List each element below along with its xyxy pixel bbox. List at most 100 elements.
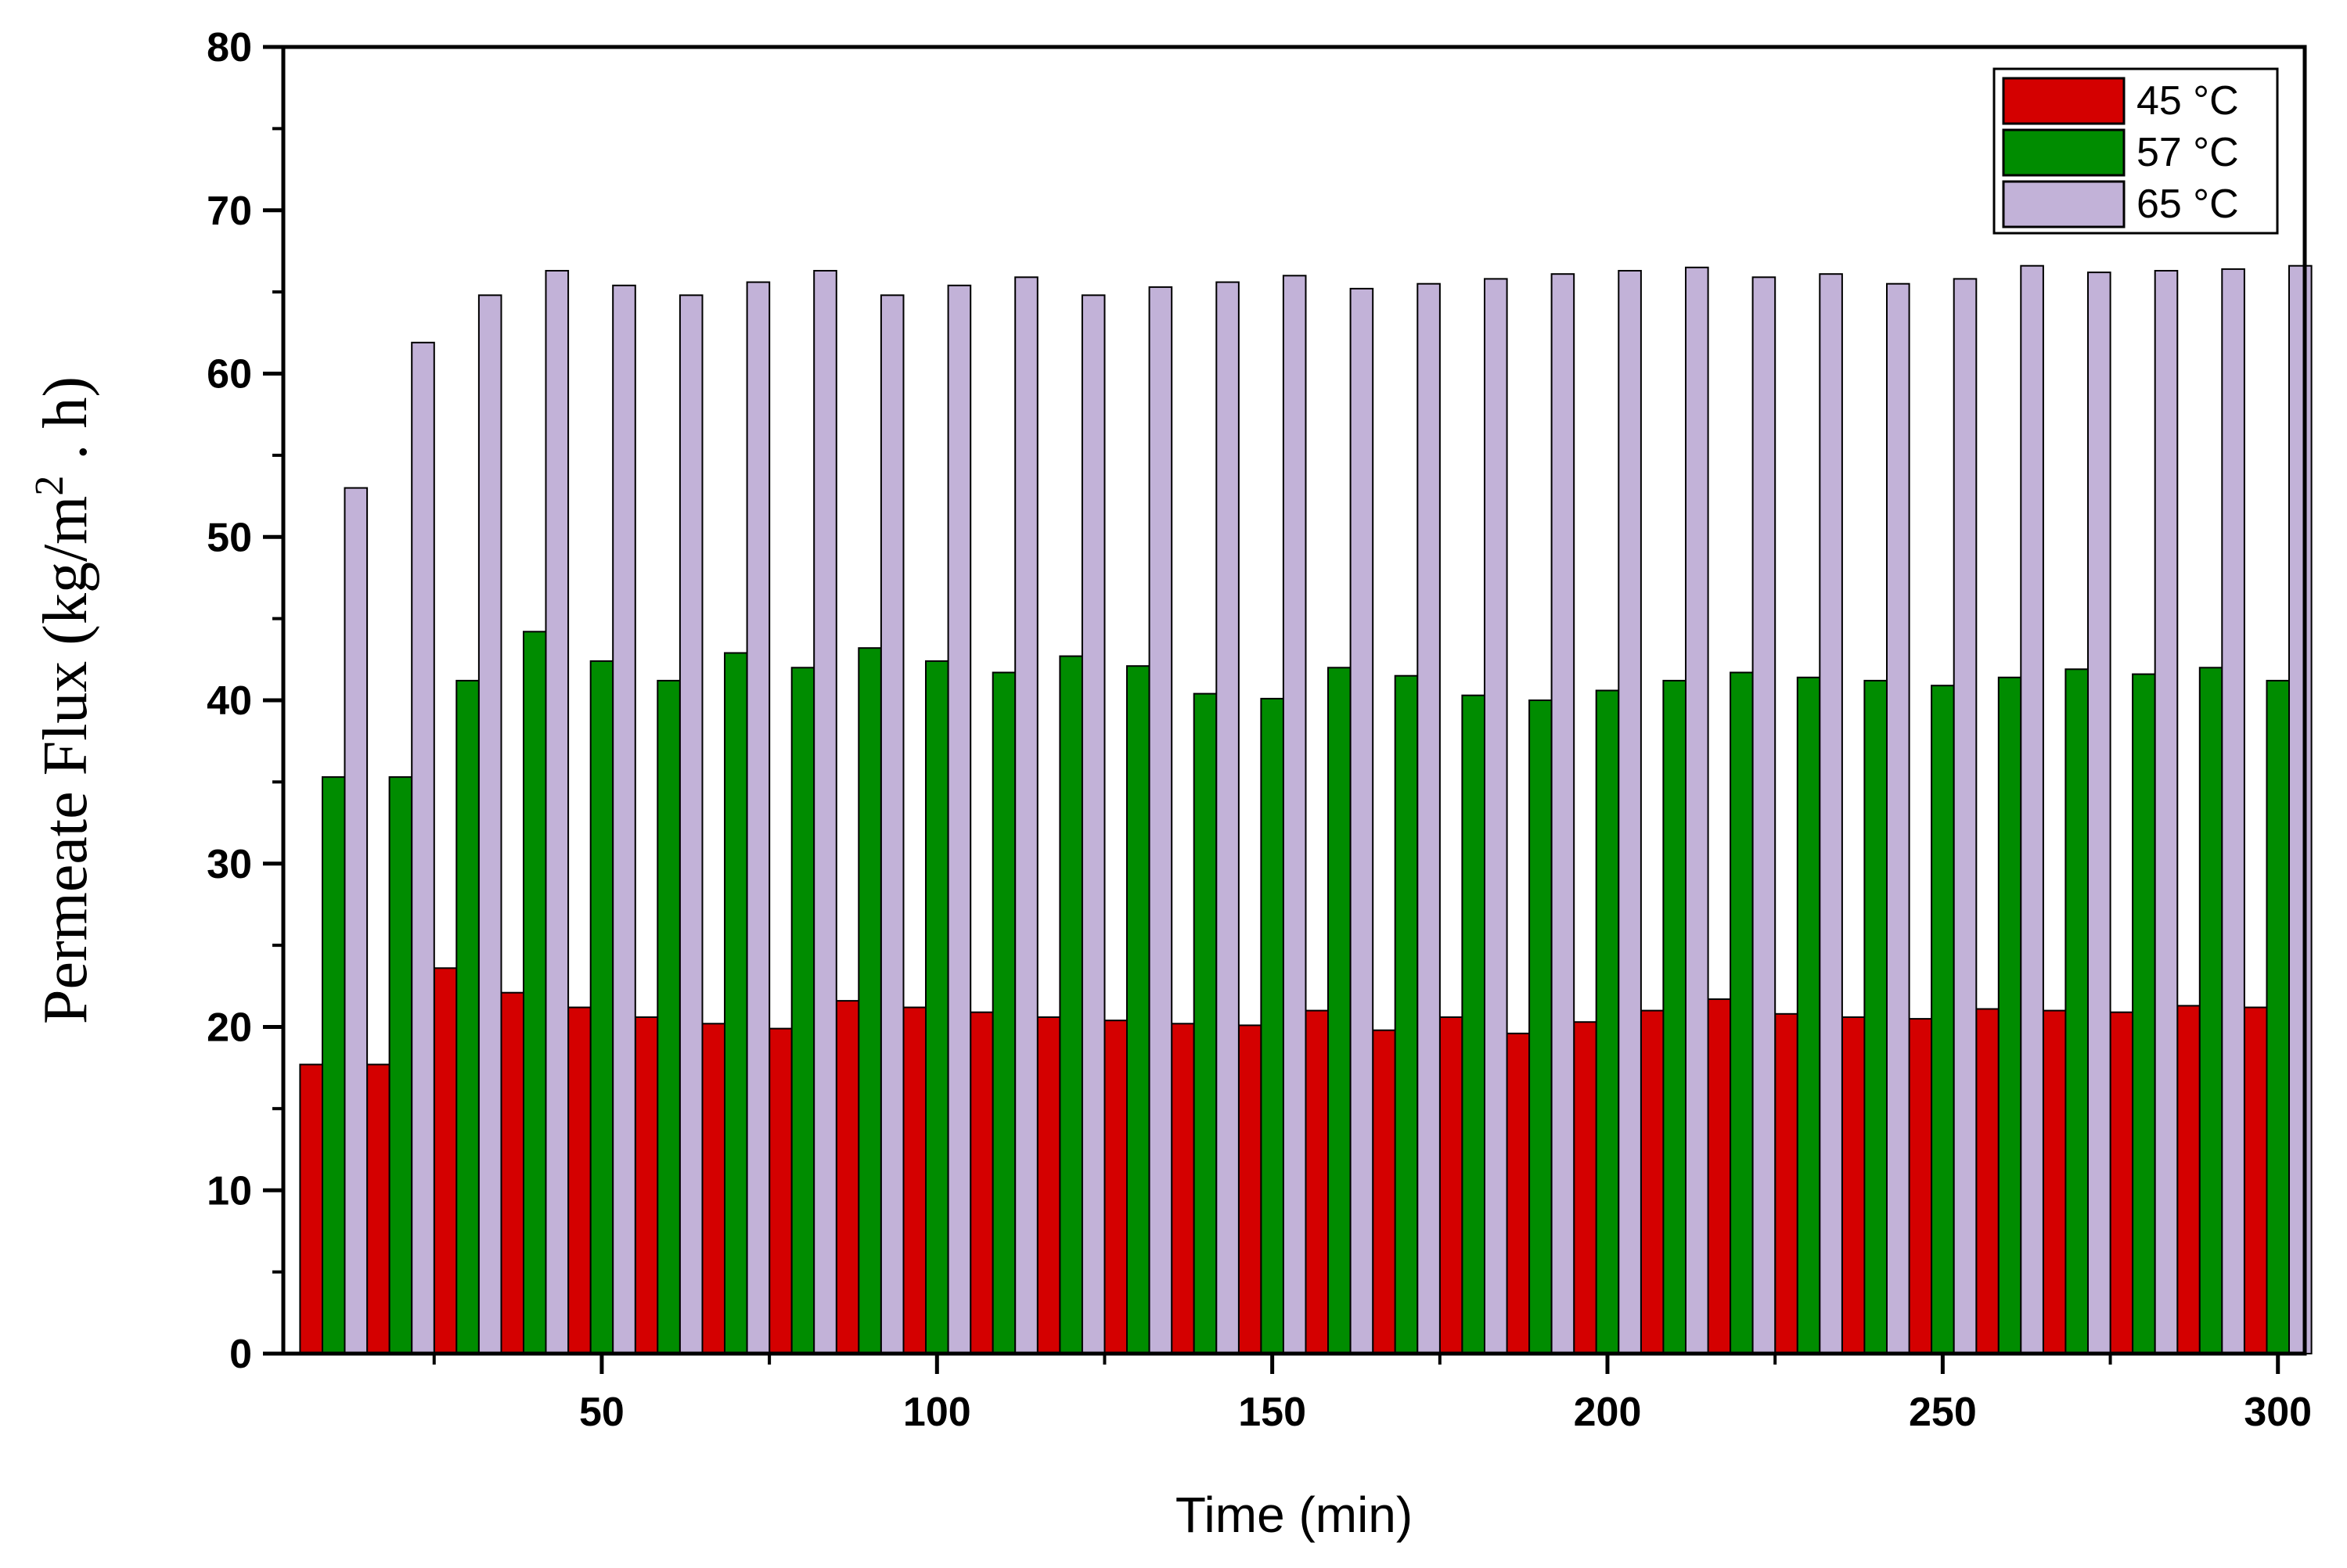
legend-swatch-3: [2002, 180, 2126, 228]
bar-1-140: [1171, 1023, 1195, 1355]
bar-2-10: [322, 776, 346, 1354]
bar-3-30: [477, 294, 502, 1354]
bar-2-120: [1059, 655, 1084, 1354]
bar-2-200: [1595, 689, 1620, 1354]
bar-1-50: [567, 1006, 592, 1354]
x-axis: 50 100 150 200 250 300: [432, 1354, 2312, 1435]
y-axis-title-superscript: 2: [27, 476, 72, 496]
bar-1-180: [1438, 1016, 1463, 1354]
x-tick-label: 100: [903, 1390, 971, 1435]
bar-3-250: [1953, 278, 1978, 1354]
bar-1-100: [902, 1006, 927, 1354]
bar-2-260: [1997, 676, 2022, 1354]
bar-3-100: [947, 284, 972, 1354]
bar-2-180: [1461, 694, 1486, 1354]
bar-1-300: [2243, 1006, 2268, 1354]
y-axis-title-tail: . h): [31, 376, 100, 476]
bar-1-110: [970, 1011, 994, 1354]
bar-2-210: [1662, 679, 1686, 1354]
bar-3-70: [746, 281, 771, 1355]
bar-3-50: [612, 284, 636, 1354]
bar-2-300: [2266, 679, 2291, 1354]
bar-1-40: [500, 991, 525, 1354]
bar-1-80: [769, 1027, 793, 1354]
bar-3-120: [1081, 294, 1106, 1354]
bar-1-230: [1774, 1012, 1798, 1355]
bar-1-270: [2042, 1009, 2067, 1354]
bar-3-230: [1819, 273, 1843, 1355]
bars-layer: [299, 264, 2313, 1355]
bar-1-150: [1237, 1024, 1262, 1355]
x-axis-title: Time (min): [1175, 1487, 1413, 1543]
bar-2-130: [1126, 665, 1150, 1354]
bar-2-110: [992, 671, 1017, 1354]
x-tick-label: 150: [1238, 1390, 1306, 1435]
bar-1-70: [701, 1023, 726, 1355]
bar-2-90: [858, 647, 882, 1354]
bar-3-20: [411, 341, 435, 1354]
legend-swatch-1: [2002, 77, 2126, 125]
bar-3-280: [2154, 270, 2179, 1354]
y-tick-label: 50: [207, 515, 252, 560]
bar-3-180: [1484, 278, 1508, 1354]
bar-2-220: [1730, 671, 1754, 1354]
legend-swatch-2: [2002, 128, 2126, 177]
bar-1-20: [366, 1063, 391, 1354]
bar-1-280: [2109, 1011, 2134, 1354]
y-tick-label: 0: [229, 1332, 252, 1377]
bar-3-220: [1751, 276, 1776, 1354]
bar-2-140: [1193, 692, 1218, 1354]
bar-3-200: [1618, 270, 1642, 1354]
bar-2-80: [790, 667, 815, 1355]
bar-3-160: [1349, 287, 1374, 1354]
bar-1-210: [1640, 1009, 1665, 1354]
bar-3-40: [545, 270, 570, 1354]
bar-1-250: [1908, 1018, 1933, 1354]
legend-label-3: 65 °C: [2136, 182, 2239, 227]
y-axis: 0 10 20 30 40 50 60 70 80: [207, 25, 283, 1377]
bar-1-220: [1707, 998, 1732, 1354]
bar-3-270: [2087, 272, 2111, 1355]
bar-3-80: [813, 270, 837, 1354]
x-tick-label: 300: [2244, 1390, 2312, 1435]
bar-2-230: [1796, 676, 1821, 1354]
bar-2-240: [1863, 679, 1888, 1354]
x-tick-label: 250: [1909, 1390, 1977, 1435]
legend-label-1: 45 °C: [2136, 78, 2239, 124]
bar-1-260: [1975, 1008, 2000, 1354]
y-tick-label: 60: [207, 352, 252, 397]
bar-3-140: [1215, 281, 1240, 1355]
bar-2-30: [455, 679, 480, 1354]
bar-2-250: [1931, 685, 1955, 1354]
legend-label-2: 57 °C: [2136, 130, 2239, 175]
bar-2-160: [1327, 667, 1352, 1355]
y-tick-label: 10: [207, 1168, 252, 1214]
bar-2-170: [1394, 674, 1419, 1354]
bar-3-170: [1416, 282, 1441, 1355]
y-tick-label: 40: [207, 678, 252, 724]
y-tick-label: 20: [207, 1005, 252, 1051]
bar-1-190: [1506, 1032, 1531, 1355]
bar-1-240: [1841, 1016, 1866, 1354]
bar-3-300: [2288, 264, 2313, 1355]
bar-2-270: [2064, 668, 2089, 1354]
y-tick-label: 70: [207, 189, 252, 234]
bar-3-190: [1550, 273, 1575, 1355]
bar-3-210: [1685, 266, 1709, 1354]
x-tick-label: 200: [1574, 1390, 1642, 1435]
bar-2-280: [2132, 673, 2156, 1354]
y-tick-label: 80: [207, 25, 252, 70]
bar-1-160: [1305, 1009, 1330, 1354]
bar-2-60: [657, 679, 681, 1354]
bar-1-60: [634, 1016, 659, 1354]
y-tick-label: 30: [207, 842, 252, 887]
bar-2-100: [925, 660, 949, 1354]
bar-3-90: [880, 294, 905, 1354]
bar-2-150: [1260, 697, 1285, 1354]
bar-1-30: [433, 967, 458, 1355]
bar-1-130: [1103, 1020, 1129, 1354]
bar-3-150: [1282, 275, 1307, 1355]
bar-3-110: [1014, 276, 1039, 1354]
bar-3-290: [2221, 268, 2245, 1354]
